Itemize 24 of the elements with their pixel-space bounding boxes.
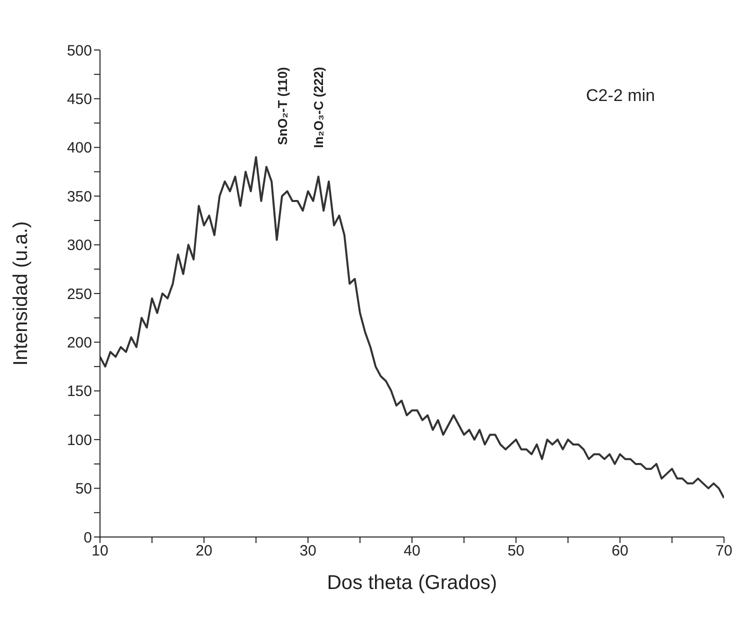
x-axis-title: Dos theta (Grados) bbox=[326, 572, 498, 594]
x-tick-label: 40 bbox=[404, 542, 420, 560]
line-series bbox=[100, 156, 724, 500]
y-tick-label: 100 bbox=[66, 432, 92, 449]
annotation: In₂O₃-C (222) bbox=[311, 66, 326, 148]
x-tick-label: 50 bbox=[508, 542, 524, 560]
x-tick-label: 70 bbox=[716, 542, 732, 560]
x-tick-label: 20 bbox=[196, 542, 212, 560]
y-tick-label: 400 bbox=[66, 140, 92, 157]
y-tick-label: 200 bbox=[66, 334, 92, 352]
y-tick-label: 250 bbox=[66, 286, 92, 303]
x-tick-label: 10 bbox=[92, 542, 108, 560]
y-tick-label: 150 bbox=[66, 383, 92, 400]
x-tick-label: 30 bbox=[300, 542, 316, 560]
y-tick-label: 450 bbox=[66, 91, 92, 108]
y-tick-label: 50 bbox=[75, 480, 92, 498]
y-tick-label: 350 bbox=[66, 188, 92, 206]
y-tick-label: 500 bbox=[66, 42, 92, 60]
annotation: SnO₂-T (110) bbox=[275, 66, 290, 145]
y-tick-label: 0 bbox=[84, 529, 92, 546]
y-tick-label: 300 bbox=[66, 237, 92, 254]
y-axis-title: Intensidad (u.a.) bbox=[10, 221, 32, 366]
x-tick-label: 60 bbox=[612, 542, 628, 560]
annotation: C2-2 min bbox=[586, 86, 655, 106]
